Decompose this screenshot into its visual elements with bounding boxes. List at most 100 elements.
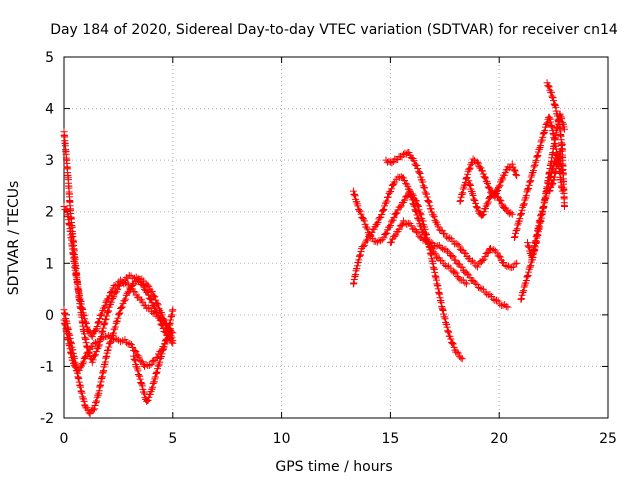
data-point — [496, 253, 504, 261]
data-point — [558, 141, 566, 149]
data-point — [387, 238, 395, 246]
data-point — [519, 288, 527, 296]
data-point — [419, 217, 427, 225]
data-point — [115, 311, 123, 319]
data-point — [160, 343, 168, 351]
y-tick-label: 2 — [45, 205, 54, 221]
data-point — [359, 243, 367, 251]
data-point — [375, 236, 383, 244]
data-point — [447, 335, 455, 343]
data-point — [150, 378, 158, 386]
data-point — [123, 339, 131, 347]
data-point — [69, 356, 77, 364]
data-point — [149, 383, 157, 391]
data-point — [145, 282, 153, 290]
data-point — [123, 279, 131, 287]
data-point — [135, 353, 143, 361]
data-point — [441, 230, 449, 238]
data-point — [455, 242, 463, 250]
data-point — [458, 190, 466, 198]
data-point — [525, 242, 533, 250]
data-point — [441, 315, 449, 323]
data-point — [523, 272, 531, 280]
data-point — [409, 191, 417, 199]
data-point — [499, 301, 507, 309]
data-point — [139, 298, 147, 306]
data-point — [525, 181, 533, 189]
data-point — [481, 174, 489, 182]
data-point — [131, 356, 139, 364]
data-point — [135, 371, 143, 379]
data-point — [154, 301, 162, 309]
data-point — [496, 300, 504, 308]
data-point — [100, 320, 108, 328]
data-point — [84, 349, 92, 357]
data-point — [492, 188, 500, 196]
data-point — [378, 207, 386, 215]
data-point — [77, 388, 85, 396]
data-point — [113, 317, 121, 325]
data-point — [516, 215, 524, 223]
data-point — [109, 329, 117, 337]
data-point — [62, 206, 70, 214]
data-point — [504, 208, 512, 216]
data-point — [147, 295, 155, 303]
data-point — [448, 267, 456, 275]
data-point — [520, 201, 528, 209]
data-point — [545, 83, 553, 91]
data-point — [534, 152, 542, 160]
data-point — [107, 288, 115, 296]
data-point — [538, 210, 546, 218]
data-point — [545, 177, 553, 185]
data-point — [550, 100, 558, 108]
data-point — [470, 259, 478, 267]
data-point — [486, 193, 494, 201]
data-point — [465, 165, 473, 173]
data-point — [391, 155, 399, 163]
data-point — [145, 294, 153, 302]
data-point — [456, 197, 464, 205]
data-point — [146, 305, 154, 313]
data-point — [461, 279, 469, 287]
data-point — [444, 327, 452, 335]
data-point — [489, 295, 497, 303]
data-point — [155, 362, 163, 370]
data-point — [144, 281, 152, 289]
data-point — [504, 262, 512, 270]
data-point — [510, 234, 518, 241]
data-point — [488, 246, 496, 254]
data-point — [372, 237, 380, 245]
data-point — [408, 190, 416, 198]
data-point — [118, 303, 126, 311]
data-point — [513, 226, 521, 234]
data-point — [152, 370, 160, 378]
data-point — [558, 115, 566, 123]
data-point — [145, 362, 153, 370]
data-point — [479, 285, 487, 293]
data-point — [116, 309, 124, 317]
data-point — [82, 318, 90, 326]
data-point — [457, 197, 465, 205]
data-point — [469, 155, 477, 163]
data-point — [451, 268, 459, 276]
data-point — [374, 218, 382, 226]
data-point — [452, 269, 460, 277]
data-point — [475, 284, 483, 292]
data-point — [125, 271, 133, 279]
data-point — [517, 295, 525, 303]
data-point — [525, 184, 533, 192]
data-point — [500, 258, 508, 266]
data-point — [523, 273, 531, 281]
data-point — [143, 397, 151, 405]
data-point — [117, 305, 125, 313]
data-point — [509, 263, 517, 271]
data-points — [60, 79, 568, 418]
data-point — [505, 164, 513, 172]
data-point — [383, 197, 391, 205]
data-point — [113, 281, 121, 289]
data-point — [86, 328, 94, 336]
data-point — [529, 167, 537, 175]
data-point — [446, 234, 454, 242]
data-point — [71, 362, 79, 370]
